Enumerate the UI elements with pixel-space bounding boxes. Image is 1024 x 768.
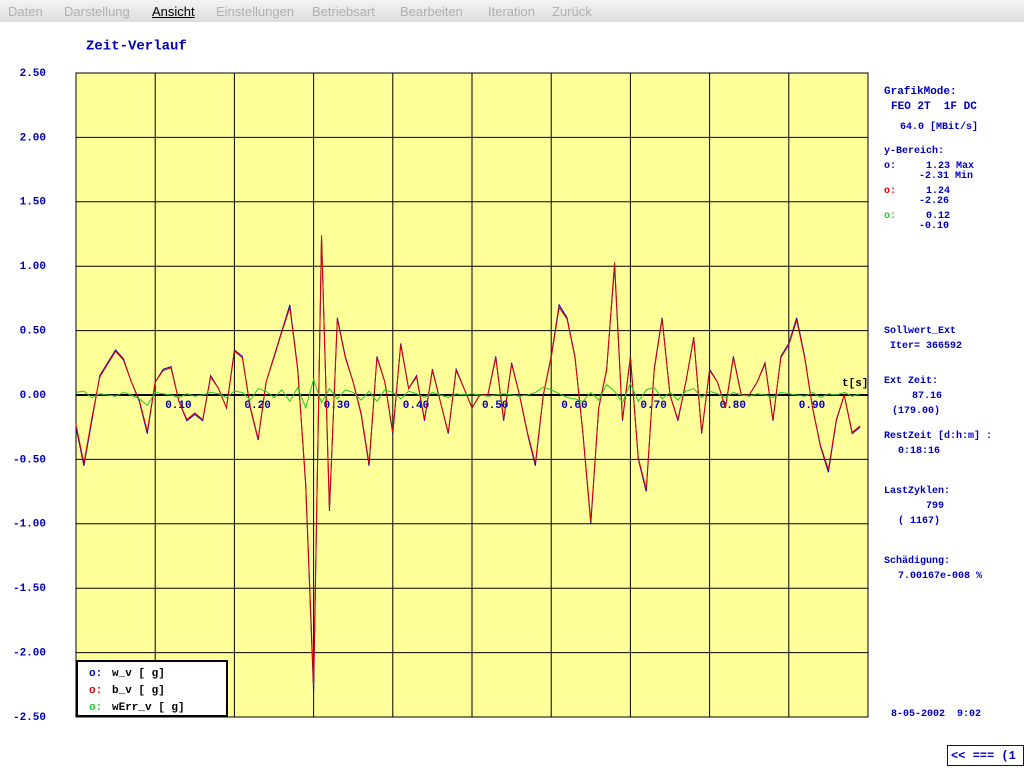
range-marker: o:: [884, 211, 897, 222]
menu-item[interactable]: Bearbeiten: [400, 4, 463, 19]
y-tick-label: 2.50: [20, 68, 46, 80]
menu-item[interactable]: Zurück: [552, 4, 592, 19]
cycles-value: 799: [926, 501, 945, 512]
range-label: y-Bereich:: [884, 146, 945, 157]
menu-item[interactable]: Einstellungen: [216, 4, 295, 19]
mode-label: GrafikMode:: [884, 86, 957, 98]
rest-value: 0:18:16: [898, 446, 941, 457]
x-tick-label: 0.10: [165, 400, 191, 412]
legend-marker: o:: [89, 702, 102, 714]
y-tick-label: 2.00: [20, 132, 46, 144]
y-tick-label: -2.00: [13, 648, 46, 660]
range-min: -2.31 Min: [919, 171, 974, 182]
y-tick-label: -1.00: [13, 519, 46, 531]
series-line: [75, 235, 861, 687]
ext-total: (179.00): [892, 406, 941, 417]
x-tick-label: 0.70: [640, 400, 666, 412]
menu-item[interactable]: Darstellung: [64, 4, 130, 19]
sollwert: Sollwert_Ext: [884, 326, 957, 337]
y-tick-label: 1.00: [20, 261, 46, 273]
menu-item[interactable]: Iteration: [488, 4, 535, 19]
legend-box: [76, 660, 228, 717]
legend-label: wErr_v [ g]: [112, 702, 185, 714]
legend-label: w_v [ g]: [112, 668, 165, 680]
damage-value: 7.00167e-008 %: [898, 571, 983, 582]
rate: 64.0 [MBit/s]: [900, 122, 979, 133]
menu-bar: Daten Darstellung Ansicht Einstellungen Betr…: [0, 0, 1024, 22]
date: 8-05-2002 9:02: [891, 709, 982, 720]
series-line: [75, 377, 861, 410]
x-tick-label: 0.50: [482, 400, 508, 412]
x-tick-label: 0.20: [244, 400, 270, 412]
y-tick-label: 1.50: [20, 197, 46, 209]
range-marker: o:: [884, 186, 897, 197]
mode: FEO 2T 1F DC: [891, 101, 977, 113]
cycles-total: ( 1167): [898, 516, 941, 527]
x-tick-label: 0.30: [324, 400, 350, 412]
menu-item[interactable]: Daten: [8, 4, 43, 19]
y-tick-label: 0.50: [20, 326, 46, 338]
legend-label: b_v [ g]: [112, 685, 165, 697]
cycles-label: LastZyklen:: [884, 486, 951, 497]
iter: Iter= 366592: [890, 341, 963, 352]
legend-marker: o:: [89, 685, 102, 697]
menu-item[interactable]: Betriebsart: [312, 4, 375, 19]
chart-title: Zeit-Verlauf: [86, 39, 187, 55]
range-max: 1.23 Max: [926, 161, 975, 172]
legend-marker: o:: [89, 668, 102, 680]
damage-label: Schädigung:: [884, 556, 951, 567]
y-tick-label: -2.50: [13, 712, 46, 724]
back-button[interactable]: << === (1: [947, 745, 1024, 766]
ext-value: 87.16: [912, 391, 943, 402]
y-tick-label: -1.50: [13, 583, 46, 595]
rest-label: RestZeit [d:h:m] :: [884, 431, 993, 442]
range-max: 1.24: [926, 186, 951, 197]
x-tick-label: 0.60: [561, 400, 587, 412]
menu-item[interactable]: Ansicht: [152, 4, 195, 19]
y-tick-label: -0.50: [13, 454, 46, 466]
y-tick-label: 0.00: [20, 390, 46, 402]
range-max: 0.12: [926, 211, 951, 222]
x-axis-label: t[s]: [842, 378, 868, 390]
x-tick-label: 0.40: [403, 400, 429, 412]
range-min: -2.26: [919, 196, 950, 207]
range-min: -0.10: [919, 221, 950, 232]
range-marker: o:: [884, 161, 897, 172]
ext-label: Ext Zeit:: [884, 376, 939, 387]
